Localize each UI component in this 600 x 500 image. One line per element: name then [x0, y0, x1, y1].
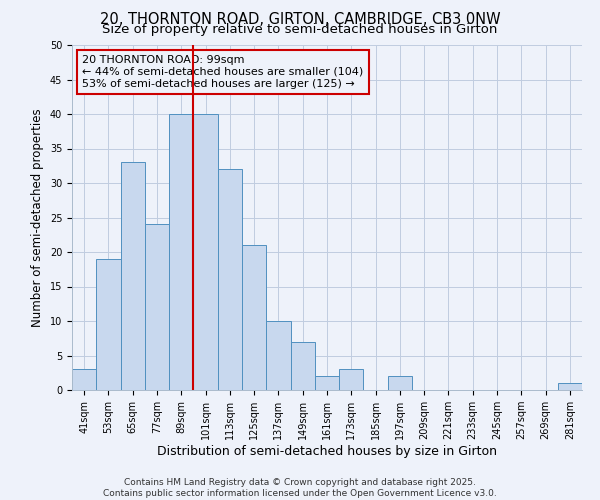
Bar — [266, 321, 290, 390]
Bar — [145, 224, 169, 390]
X-axis label: Distribution of semi-detached houses by size in Girton: Distribution of semi-detached houses by … — [157, 445, 497, 458]
Y-axis label: Number of semi-detached properties: Number of semi-detached properties — [31, 108, 44, 327]
Bar — [218, 169, 242, 390]
Bar — [72, 370, 96, 390]
Bar — [388, 376, 412, 390]
Bar — [290, 342, 315, 390]
Bar — [169, 114, 193, 390]
Text: 20, THORNTON ROAD, GIRTON, CAMBRIDGE, CB3 0NW: 20, THORNTON ROAD, GIRTON, CAMBRIDGE, CB… — [100, 12, 500, 28]
Bar — [242, 245, 266, 390]
Bar — [96, 259, 121, 390]
Text: Contains HM Land Registry data © Crown copyright and database right 2025.
Contai: Contains HM Land Registry data © Crown c… — [103, 478, 497, 498]
Bar — [339, 370, 364, 390]
Bar — [558, 383, 582, 390]
Text: 20 THORNTON ROAD: 99sqm
← 44% of semi-detached houses are smaller (104)
53% of s: 20 THORNTON ROAD: 99sqm ← 44% of semi-de… — [82, 56, 364, 88]
Bar — [121, 162, 145, 390]
Bar — [315, 376, 339, 390]
Bar — [193, 114, 218, 390]
Text: Size of property relative to semi-detached houses in Girton: Size of property relative to semi-detach… — [103, 22, 497, 36]
